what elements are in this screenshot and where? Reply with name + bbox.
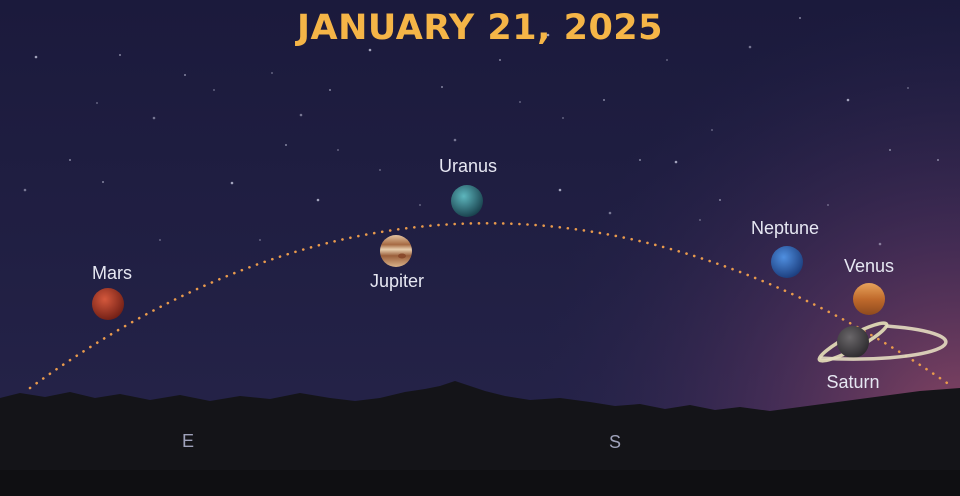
east-direction-label: E (181, 431, 195, 451)
star (519, 101, 521, 103)
star (316, 198, 320, 202)
star (562, 117, 564, 119)
star (608, 211, 612, 215)
star (603, 99, 605, 101)
star (639, 159, 641, 161)
mars-icon (92, 288, 124, 320)
neptune-icon (771, 246, 803, 278)
neptune-label: Neptune (750, 218, 820, 238)
star (827, 204, 829, 206)
star (499, 59, 501, 61)
star (546, 33, 550, 37)
star (119, 54, 121, 56)
star (666, 59, 668, 61)
star (368, 48, 372, 52)
mars-label: Mars (92, 263, 132, 283)
venus-icon (853, 283, 885, 315)
south-direction-label: S (608, 432, 622, 452)
star (846, 98, 850, 102)
jupiter-label: Jupiter (369, 271, 425, 291)
star (419, 204, 421, 206)
star (379, 169, 381, 171)
star (337, 149, 339, 151)
star (453, 138, 457, 142)
star (213, 89, 215, 91)
star (159, 239, 161, 241)
star (878, 242, 882, 246)
uranus-label: Uranus (438, 156, 498, 176)
star (699, 219, 701, 221)
star (441, 86, 443, 88)
jupiter-icon (380, 235, 412, 267)
saturn-label: Saturn (826, 372, 880, 392)
star (719, 199, 721, 201)
star (152, 116, 156, 120)
venus-label: Venus (843, 256, 895, 276)
saturn-icon (817, 321, 948, 363)
star (937, 159, 939, 161)
star (748, 45, 752, 49)
star (558, 188, 562, 192)
date-title: JANUARY 21, 2025 (297, 8, 663, 48)
star (184, 74, 186, 76)
star (23, 188, 27, 192)
star (299, 113, 303, 117)
star (102, 181, 104, 183)
star (674, 160, 678, 164)
uranus-icon (451, 185, 483, 217)
star-field (23, 17, 939, 246)
star (907, 87, 909, 89)
star (271, 72, 273, 74)
star (96, 102, 98, 104)
horizon-mountains (0, 381, 960, 496)
star (889, 149, 891, 151)
ground-shadow (0, 470, 960, 496)
star (69, 159, 71, 161)
star (259, 239, 261, 241)
star (329, 89, 331, 91)
star (285, 144, 287, 146)
star (799, 17, 801, 19)
star (230, 181, 234, 185)
star (711, 129, 713, 131)
star (34, 55, 38, 59)
